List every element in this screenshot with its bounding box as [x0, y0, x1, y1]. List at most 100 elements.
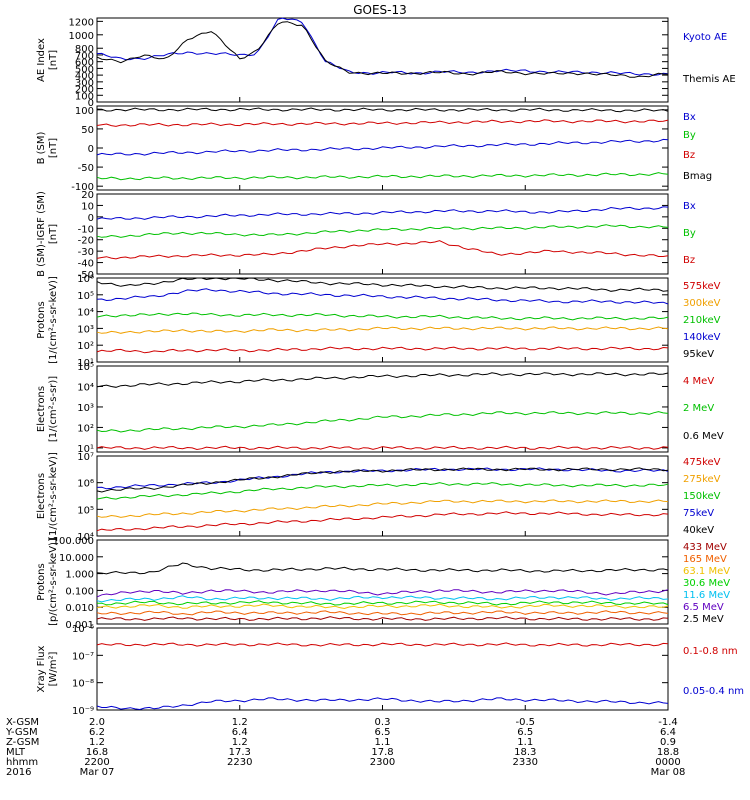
bsm-ytick-label: 0: [88, 144, 94, 155]
bsm-ytick-label: 100: [75, 106, 94, 117]
electrons-high-ytick-label: 10³: [77, 403, 94, 414]
bsm-ytick-label: -100: [71, 182, 94, 193]
bsm-ytick-label: -50: [78, 163, 94, 174]
electrons-low-legend-0: 475keV: [683, 457, 721, 468]
ae-ytick-label: 0: [88, 98, 94, 109]
protons-low-legend-4: 95keV: [683, 349, 714, 360]
protons-high-legend-4: 11.6 MeV: [683, 590, 730, 601]
ae-series-0: [96, 17, 669, 76]
xaxis-value: 6.4: [232, 727, 248, 738]
xaxis-value: Mar 08: [651, 767, 686, 778]
protons-low-legend-3: 140keV: [683, 332, 721, 343]
xray-ylabel: [W/m²]: [48, 651, 59, 686]
protons-low-legend-1: 300keV: [683, 298, 721, 309]
bsm-series-0: [96, 138, 669, 156]
ae-series-1: [96, 21, 669, 78]
bigrf-ylabel: B (SM)-IGRF (SM): [36, 191, 47, 277]
electrons-low-legend-4: 40keV: [683, 525, 714, 536]
xray-legend-0: 0.1-0.8 nm: [683, 646, 738, 657]
protons-low-ytick-label: 10⁶: [77, 274, 94, 285]
xaxis-value: 1.1: [375, 737, 391, 748]
xaxis-row-label: 2016: [6, 767, 31, 778]
ae-ytick-label: 1000: [69, 31, 94, 42]
electrons-low-series-1: [96, 499, 669, 518]
ae-ytick-label: 500: [75, 64, 94, 75]
xaxis-row-label: hhmm: [6, 757, 38, 768]
electrons-high-ylabel: [1/(cm²-s-sr)]: [48, 376, 59, 442]
xaxis-row-label: Z-GSM: [6, 737, 39, 748]
xray-ytick-label: 10⁻⁷: [72, 651, 94, 662]
xaxis-value: 0.3: [375, 717, 391, 728]
bigrf-series-1: [96, 224, 669, 238]
electrons-low-ylabel: [1/(cm²-s-sr-keV)]: [48, 452, 59, 540]
xaxis-value: 2330: [513, 757, 538, 768]
ae-ytick-label: 300: [75, 78, 94, 89]
protons-low-series-3: [96, 288, 669, 305]
electrons-high-ytick-label: 10⁴: [77, 382, 94, 393]
xray-ytick-label: 10⁻⁶: [72, 624, 94, 635]
xray-frame: [96, 627, 669, 711]
protons-low-ytick-label: 10¹: [77, 358, 94, 369]
protons-high-legend-0: 433 MeV: [683, 542, 727, 553]
bigrf-ytick-label: -20: [78, 236, 94, 247]
bsm-ytick-label: 50: [81, 125, 94, 136]
protons-high-series-5: [96, 589, 669, 598]
protons-low-ylabel: [1/(cm²-s-sr-keV)]: [48, 276, 59, 364]
bigrf-legend-0: Bx: [683, 201, 696, 212]
electrons-high-legend-2: 0.6 MeV: [683, 431, 724, 442]
electrons-low-legend-3: 75keV: [683, 508, 714, 519]
bsm-series-3: [96, 107, 669, 113]
bigrf-frame: [96, 193, 669, 275]
bigrf-ytick-label: -50: [78, 270, 94, 281]
xaxis-value: 2200: [84, 757, 109, 768]
xaxis-value: 18.3: [514, 747, 536, 758]
protons-high-ytick-label: 0.001: [65, 620, 94, 631]
xaxis-value: 6.4: [660, 727, 676, 738]
protons-high-series-0: [96, 616, 669, 621]
ae-legend-1: Themis AE: [682, 74, 736, 85]
xaxis-value: 16.8: [86, 747, 108, 758]
protons-high-ylabel: [p/(cm²-s-sr-keV)]: [48, 538, 59, 626]
xaxis-value: 1.2: [232, 717, 248, 728]
xray-ytick-label: 10⁻⁹: [72, 706, 94, 717]
xaxis-row-label: MLT: [6, 747, 26, 758]
protons-low-series-0: [96, 346, 669, 354]
xray-legend-1: 0.05-0.4 nm: [683, 686, 744, 697]
electrons-high-series-1: [96, 411, 669, 433]
ae-ytick-label: 700: [75, 51, 94, 62]
electrons-high-ylabel: Electrons: [36, 386, 47, 432]
electrons-low-series-3: [96, 467, 669, 490]
ae-ylabel: AE Index: [36, 38, 47, 82]
bigrf-ytick-label: 20: [81, 190, 94, 201]
electrons-high-frame: [96, 365, 669, 453]
bigrf-series-2: [96, 240, 669, 260]
protons-high-ytick-label: 100.000: [53, 536, 94, 547]
bsm-legend-0: Bx: [683, 112, 696, 123]
protons-high-panel: 0.001 0.010 0.100 1.000 10.000 100.000 Protons…: [36, 536, 730, 631]
bsm-ylabel: [nT]: [48, 138, 59, 158]
xaxis-value: 1.1: [517, 737, 533, 748]
protons-low-panel: 10¹ 10² 10³ 10⁴ 10⁵ 10⁶ Protons [1/(cm²-s-sr-ke…: [36, 274, 721, 369]
electrons-low-ylabel: Electrons: [36, 473, 47, 519]
ae-ytick-label: 100: [75, 91, 94, 102]
xaxis-value: 6.2: [89, 727, 105, 738]
ae-ytick-label: 600: [75, 58, 94, 69]
protons-low-series-4: [96, 277, 669, 292]
xaxis-row-label: Y-GSM: [5, 727, 38, 738]
electrons-high-series-2: [96, 372, 669, 388]
protons-low-ytick-label: 10⁵: [77, 291, 94, 302]
protons-low-legend-0: 575keV: [683, 281, 721, 292]
bsm-legend-2: Bz: [683, 150, 695, 161]
electrons-high-series-0: [96, 445, 669, 451]
xaxis-value: 1.2: [232, 737, 248, 748]
bigrf-legend-1: By: [683, 228, 696, 239]
ae-legend-0: Kyoto AE: [683, 32, 727, 43]
electrons-low-legend-1: 275keV: [683, 474, 721, 485]
xaxis-value: 17.8: [371, 747, 393, 758]
protons-low-series-2: [96, 312, 669, 321]
electrons-low-legend-2: 150keV: [683, 491, 721, 502]
xaxis-value: 0.9: [660, 737, 676, 748]
bsm-legend-3: Bmag: [683, 171, 712, 182]
protons-high-ytick-label: 0.010: [65, 603, 94, 614]
